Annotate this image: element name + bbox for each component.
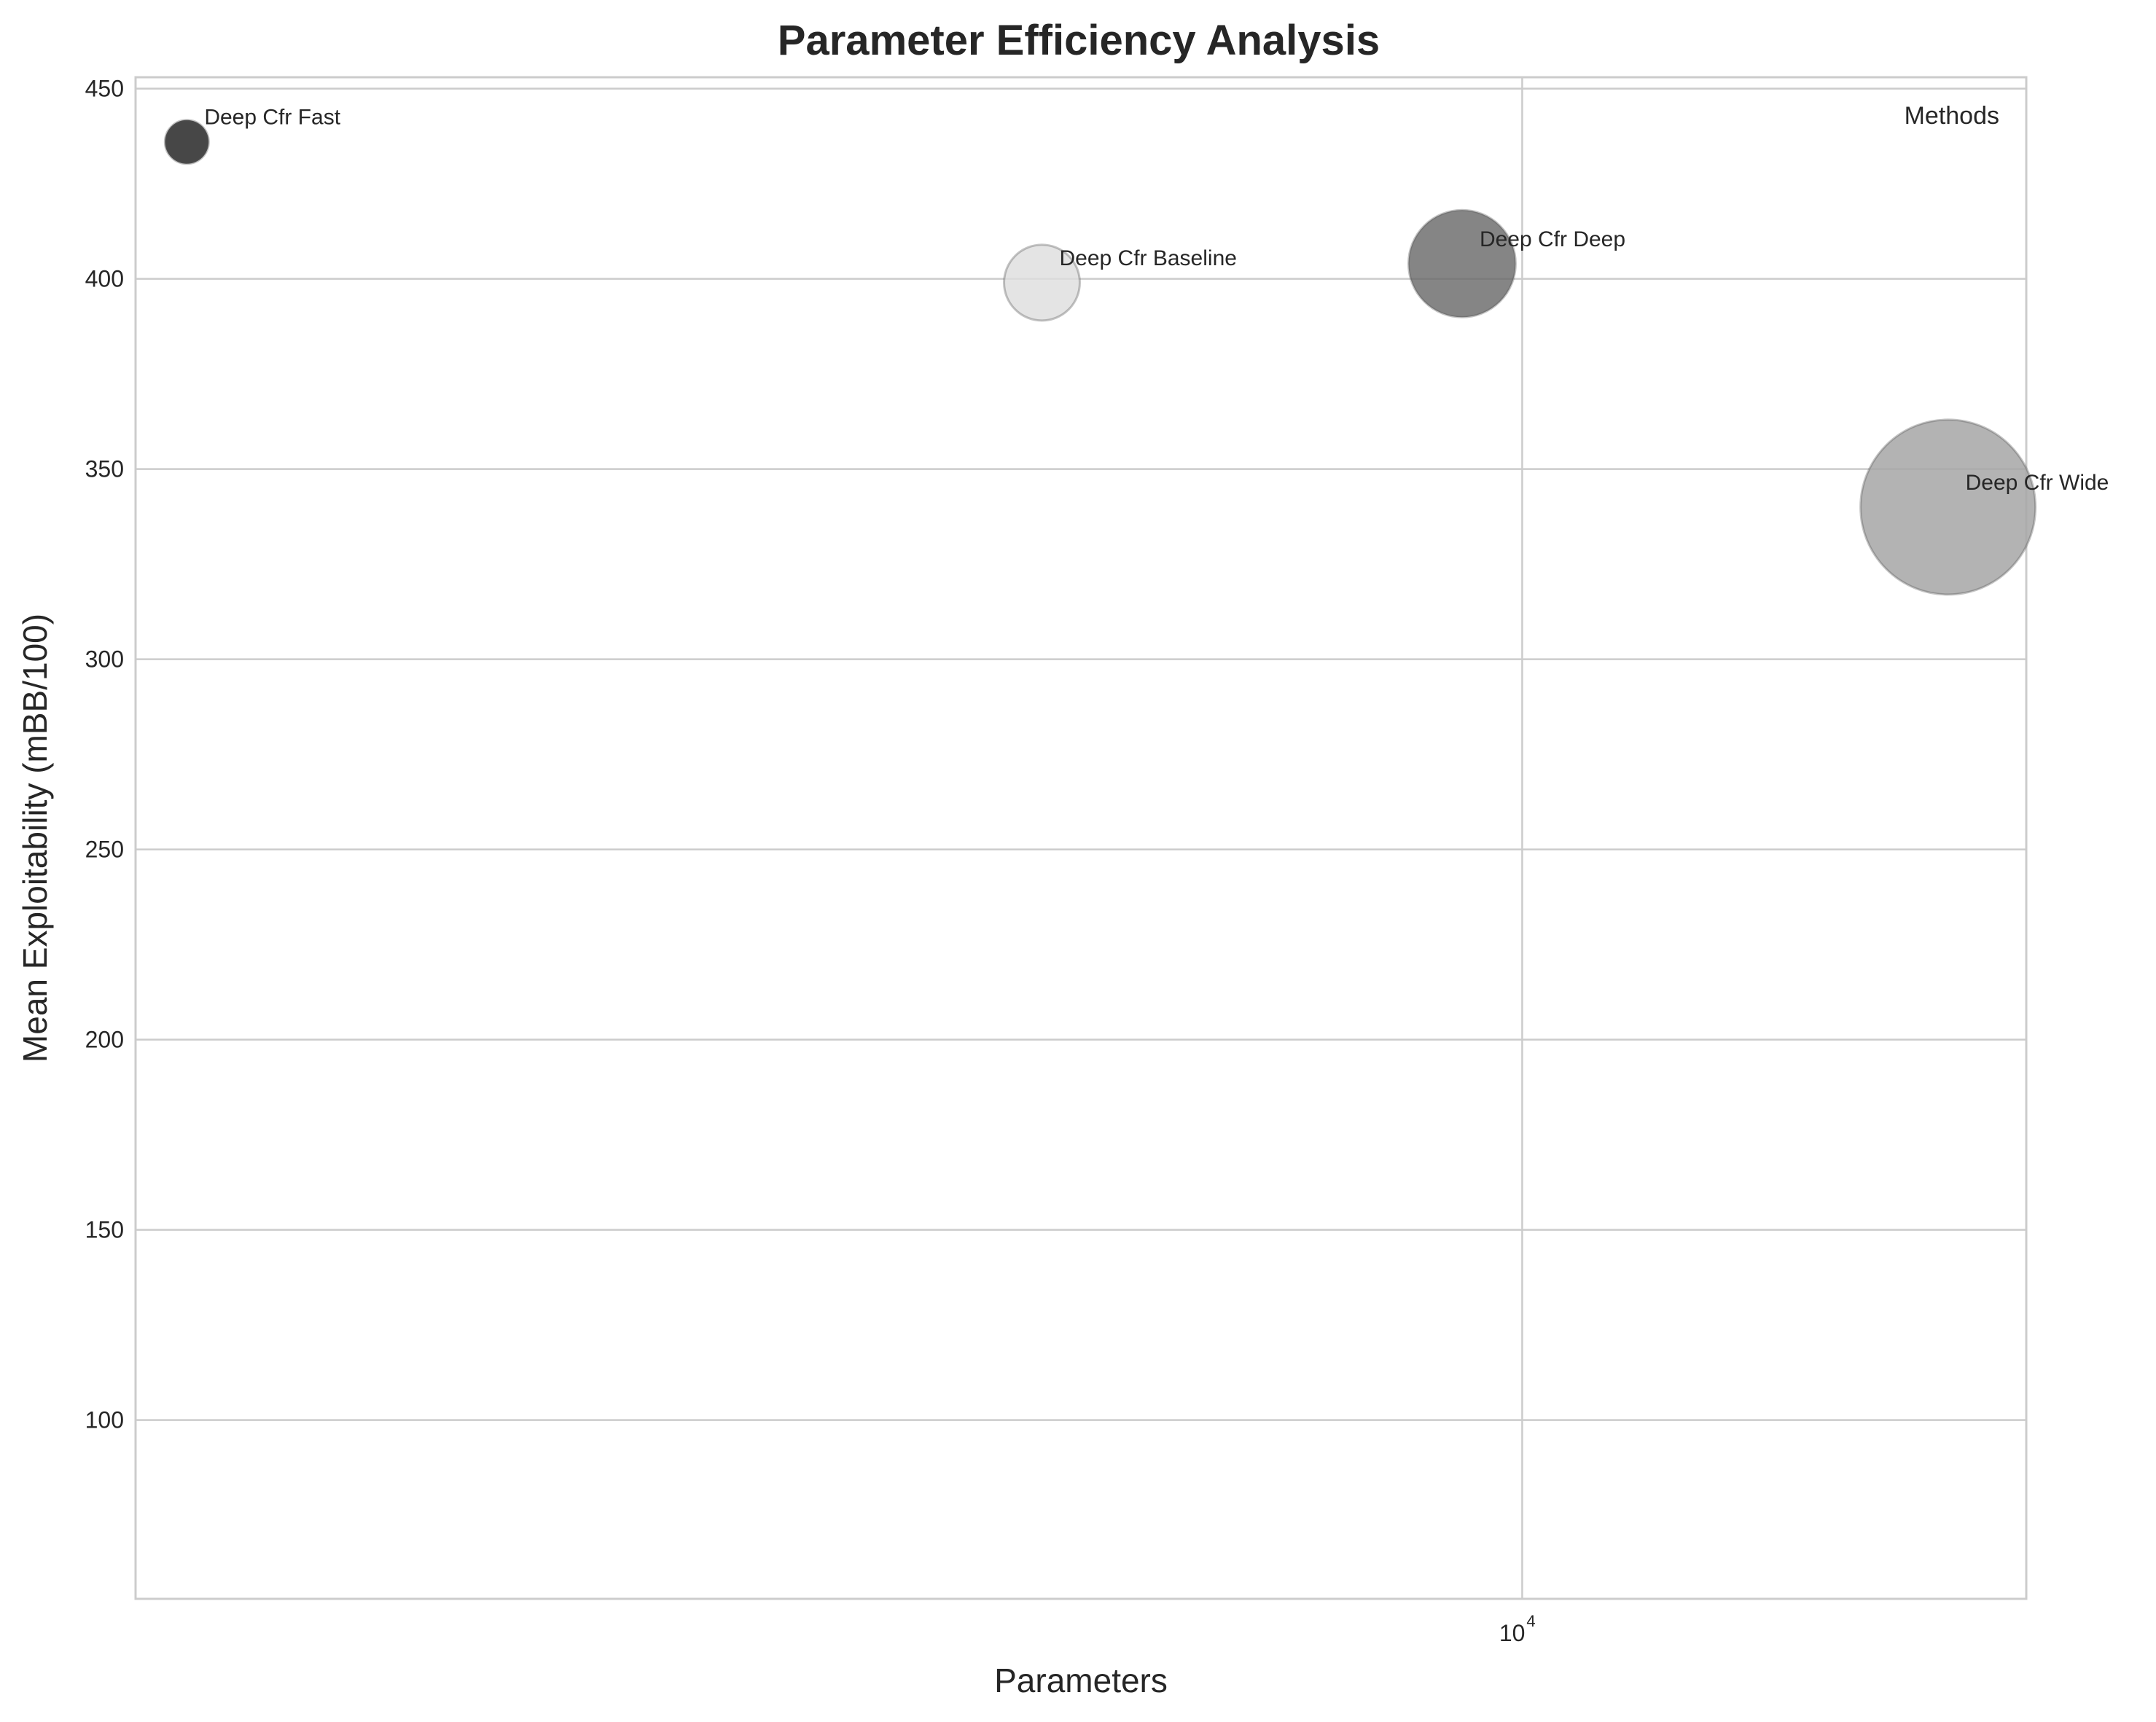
y-tick-label: 100	[85, 1407, 124, 1433]
y-tick-label: 250	[85, 837, 124, 863]
y-tick-label: 150	[85, 1217, 124, 1243]
grid-layer	[136, 77, 2026, 1599]
point-label: Deep Cfr Fast	[204, 106, 340, 130]
point-label: Deep Cfr Wide	[1966, 471, 2109, 495]
data-point	[1407, 208, 1517, 318]
point-layer: Deep Cfr Fast Deep Cfr Baseline Deep Cfr D…	[163, 106, 2109, 596]
data-point	[1003, 243, 1081, 322]
x-tick-exponent: 4	[1526, 1612, 1535, 1630]
point-label: Deep Cfr Deep	[1480, 227, 1625, 251]
tick-layer: 100 150 200 250 300 350 400 450 10 4	[85, 76, 1536, 1646]
chart-title: Parameter Efficiency Analysis	[778, 17, 1380, 64]
y-axis-label: Mean Exploitability (mBB/100)	[16, 614, 54, 1062]
legend-title: Methods	[1905, 102, 1999, 130]
y-tick-label: 350	[85, 456, 124, 482]
x-axis-label: Parameters	[994, 1662, 1168, 1699]
y-tick-label: 450	[85, 76, 124, 102]
x-tick-base: 10	[1499, 1620, 1526, 1646]
plot-frame	[134, 76, 2028, 1600]
data-point	[163, 119, 210, 165]
point-label: Deep Cfr Baseline	[1059, 246, 1236, 270]
y-tick-label: 400	[85, 266, 124, 292]
y-tick-label: 200	[85, 1027, 124, 1053]
data-point	[1859, 418, 2037, 596]
x-tick-label: 10 4	[1499, 1612, 1536, 1646]
y-tick-label: 300	[85, 646, 124, 673]
